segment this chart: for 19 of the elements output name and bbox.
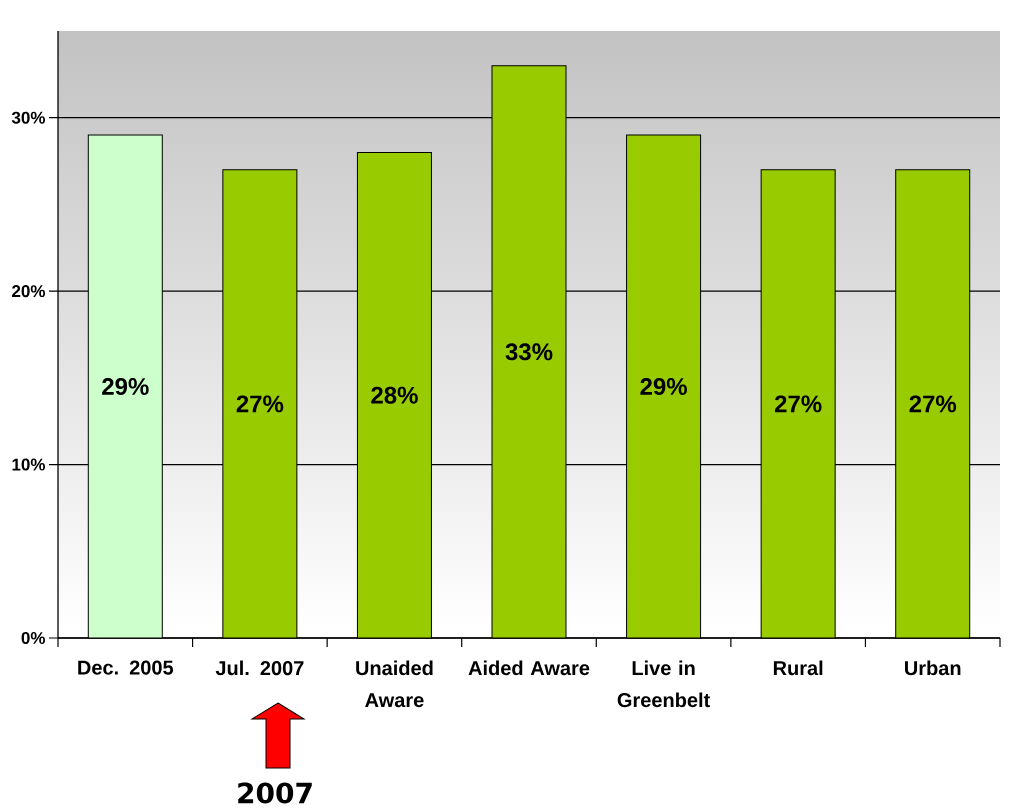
y-tick-label: 10% bbox=[12, 458, 46, 471]
x-tick-label: Live in Greenbelt bbox=[617, 660, 711, 708]
data-label: 28% bbox=[371, 386, 418, 404]
data-label: 33% bbox=[505, 343, 553, 361]
x-tick-label: Unaided Aware bbox=[356, 660, 433, 708]
data-label: 29% bbox=[102, 378, 149, 396]
y-tick-label: 30% bbox=[11, 111, 46, 124]
text: 2007 bbox=[238, 782, 312, 804]
x-tick-label: Rural bbox=[773, 660, 823, 676]
y-tick-label: 0% bbox=[21, 631, 46, 645]
data-label: 29% bbox=[640, 378, 687, 396]
y-tick-label: 20% bbox=[12, 285, 46, 298]
data-label: 27% bbox=[774, 395, 822, 413]
data-label: 27% bbox=[909, 395, 957, 413]
x-tick-label: Jul. 2007 bbox=[215, 660, 304, 676]
x-tick-label: Aided Aware bbox=[468, 660, 590, 676]
x-tick-label: Dec. 2005 bbox=[78, 660, 174, 675]
data-label: 27% bbox=[236, 395, 284, 413]
x-tick-label: Urban bbox=[905, 660, 961, 676]
